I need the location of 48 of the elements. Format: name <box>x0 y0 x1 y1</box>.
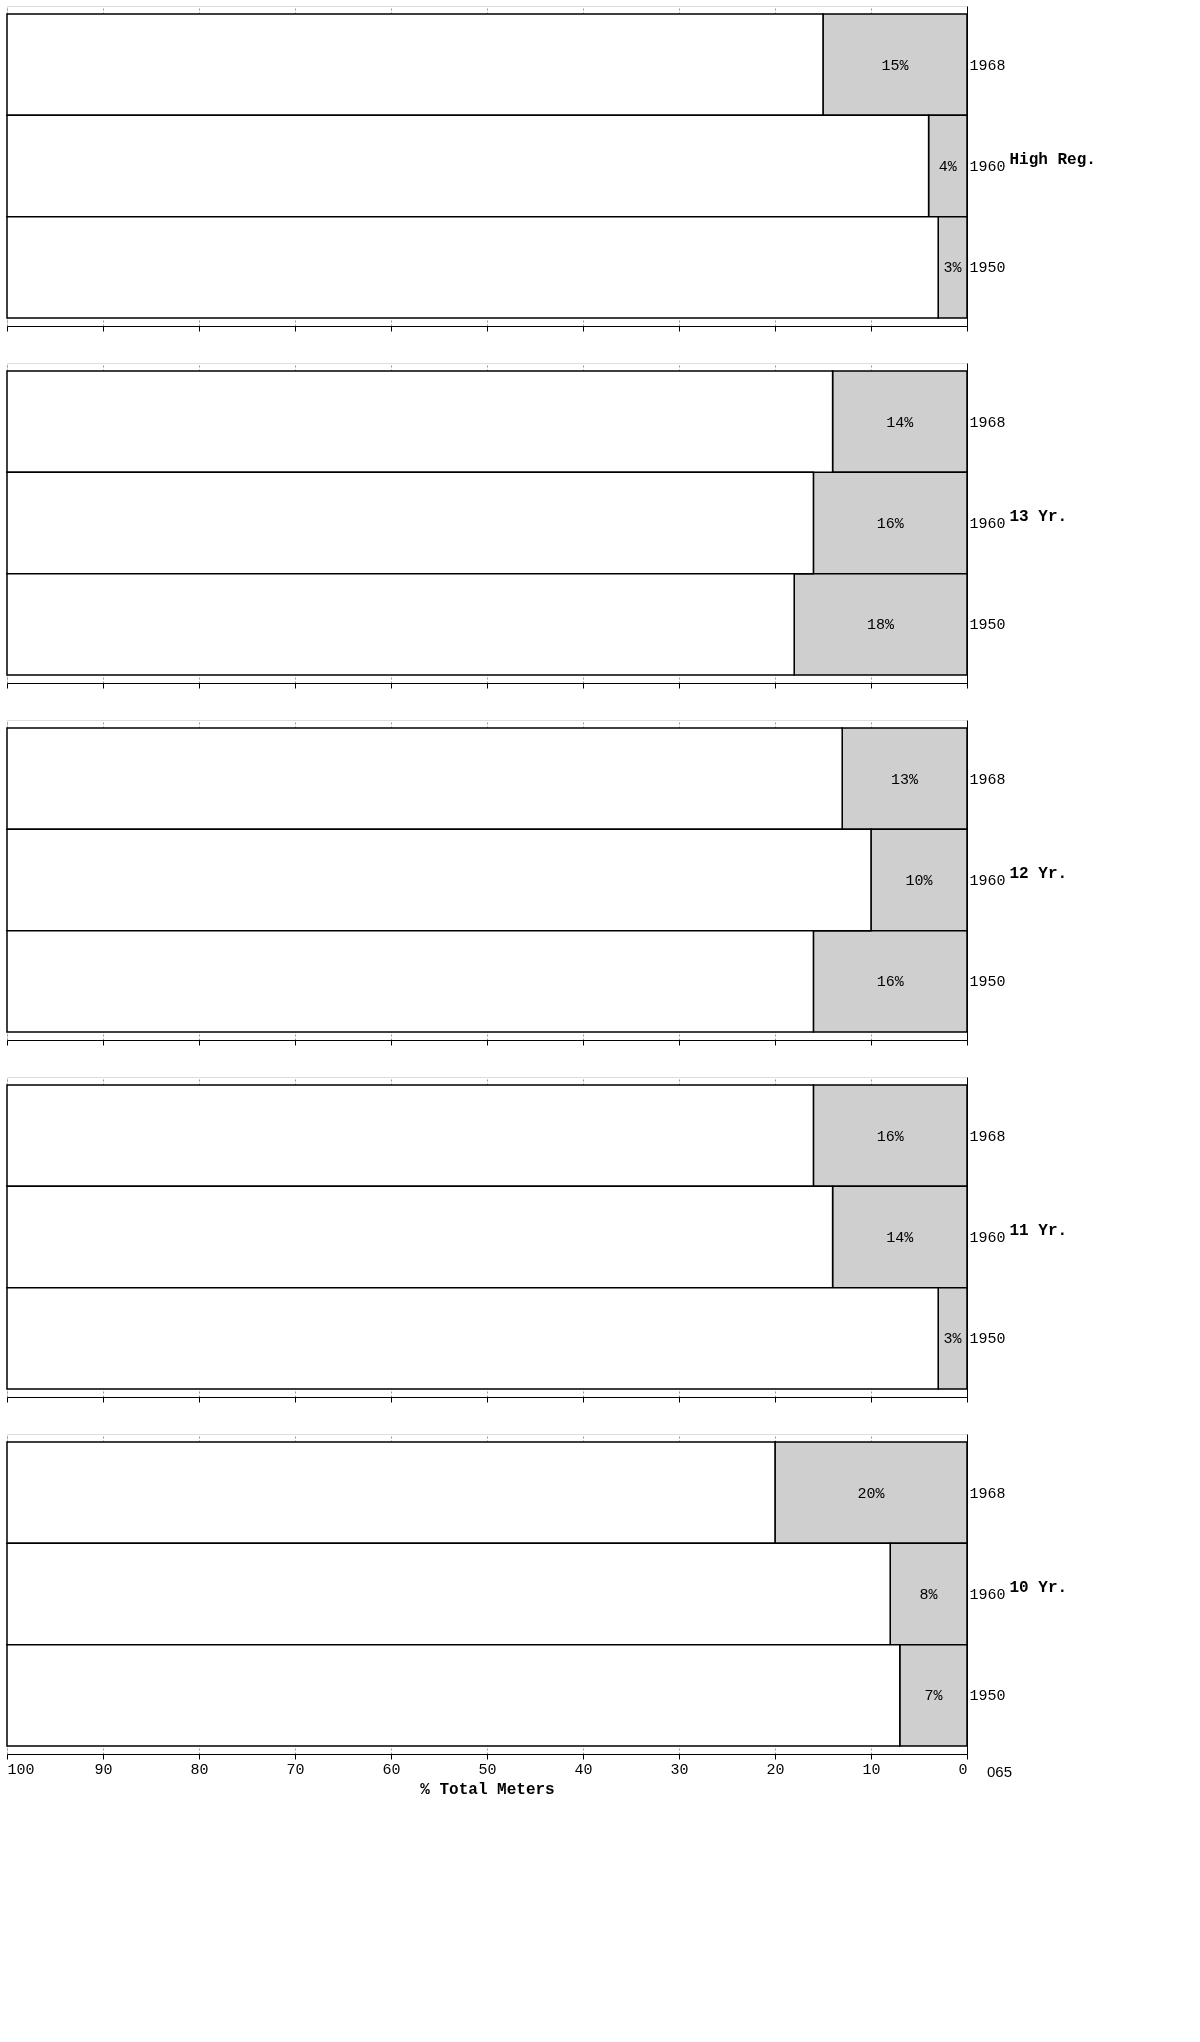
y-tick-label: 1960 <box>969 1230 1006 1247</box>
y-tick-label: 1968 <box>969 1485 1006 1503</box>
y-axis-title: 13 Yr. <box>1009 507 1068 526</box>
y-tick-label: 1950 <box>969 974 1006 992</box>
y-tick-label: 1950 <box>969 260 1006 278</box>
data-label: 16% <box>876 974 905 992</box>
y-tick-label: 1960 <box>969 1587 1006 1604</box>
x-tick-label: 70 <box>286 1761 305 1779</box>
data-label: 16% <box>876 516 905 533</box>
x-tick-label: 60 <box>382 1761 401 1779</box>
x-tick-label: 20 <box>766 1761 785 1779</box>
data-label: 3% <box>943 1331 963 1349</box>
data-label: 8% <box>919 1587 939 1604</box>
y-tick-label: 1950 <box>969 617 1006 635</box>
y-tick-label: 1968 <box>969 1128 1006 1146</box>
x-tick-label: 50 <box>478 1761 497 1779</box>
y-axis-title: 12 Yr. <box>1009 864 1068 883</box>
data-label: 14% <box>886 1230 915 1247</box>
y-axis-title: High Reg. <box>1009 150 1096 169</box>
y-axis-title: 10 Yr. <box>1009 1578 1068 1597</box>
y-axis-title: 11 Yr. <box>1009 1221 1068 1240</box>
data-label: 20% <box>857 1485 886 1503</box>
data-label: 16% <box>876 1128 905 1146</box>
y-tick-label: 1960 <box>969 873 1006 890</box>
y-tick-label: 1968 <box>969 771 1006 789</box>
data-label: 7% <box>924 1688 944 1706</box>
y-tick-label: 1968 <box>969 57 1006 75</box>
x-tick-label: 10 <box>862 1761 881 1779</box>
y-tick-label: 1960 <box>969 516 1006 533</box>
data-label: 3% <box>943 260 963 278</box>
x-tick-label: 100 <box>7 1761 35 1779</box>
x-tick-label: 30 <box>670 1761 689 1779</box>
y-tick-label: 1950 <box>969 1688 1006 1706</box>
text: 065 <box>987 1763 1013 1780</box>
data-label: 13% <box>891 771 920 789</box>
y-tick-label: 1960 <box>969 159 1006 176</box>
x-tick-label: 0 <box>958 1761 968 1779</box>
data-label: 18% <box>867 617 896 635</box>
y-tick-label: 1968 <box>969 414 1006 432</box>
data-label: 15% <box>881 57 910 75</box>
y-tick-label: 1950 <box>969 1331 1006 1349</box>
x-axis-title: % Total Meters <box>420 1780 555 1799</box>
x-tick-label: 90 <box>94 1761 113 1779</box>
x-tick-label: 40 <box>574 1761 593 1779</box>
x-tick-label: 80 <box>190 1761 209 1779</box>
data-label: 4% <box>938 159 958 176</box>
data-label: 14% <box>886 414 915 432</box>
data-label: 10% <box>905 873 934 890</box>
